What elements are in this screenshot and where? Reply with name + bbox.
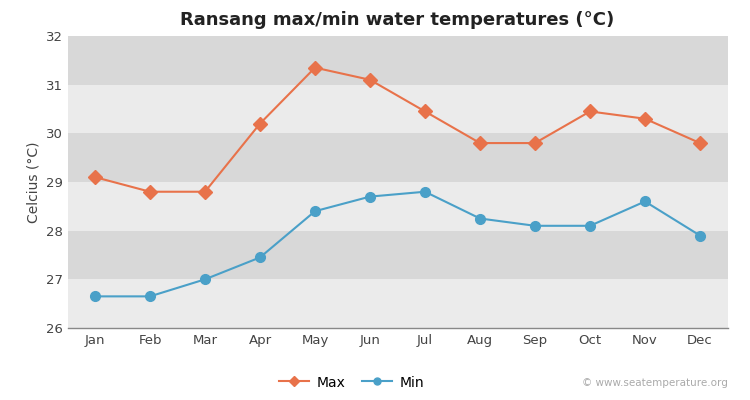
Min: [146, 294, 154, 299]
Legend: Max, Min: Max, Min: [273, 370, 430, 395]
Max: [200, 189, 209, 194]
Min: [476, 216, 484, 221]
Min: [365, 194, 374, 199]
Min: [256, 255, 265, 260]
Title: Ransang max/min water temperatures (°C): Ransang max/min water temperatures (°C): [180, 11, 615, 29]
Max: [310, 65, 320, 70]
Max: [421, 109, 430, 114]
Max: [91, 175, 100, 180]
Min: [695, 233, 704, 238]
Line: Max: Max: [90, 63, 705, 196]
Max: [695, 141, 704, 146]
Max: [365, 77, 374, 82]
Min: [530, 223, 539, 228]
Min: [586, 223, 595, 228]
Max: [256, 121, 265, 126]
Text: © www.seatemperature.org: © www.seatemperature.org: [582, 378, 728, 388]
Min: [200, 277, 209, 282]
Bar: [68, 279, 728, 328]
Line: Min: Min: [90, 187, 705, 301]
Max: [640, 116, 650, 121]
Bar: [68, 231, 728, 279]
Bar: [68, 85, 728, 133]
Min: [640, 199, 650, 204]
Min: [310, 209, 320, 214]
Bar: [68, 133, 728, 182]
Max: [146, 189, 154, 194]
Bar: [68, 182, 728, 231]
Min: [421, 189, 430, 194]
Bar: [68, 36, 728, 85]
Max: [586, 109, 595, 114]
Min: [91, 294, 100, 299]
Max: [476, 141, 484, 146]
Y-axis label: Celcius (°C): Celcius (°C): [26, 141, 40, 223]
Max: [530, 141, 539, 146]
